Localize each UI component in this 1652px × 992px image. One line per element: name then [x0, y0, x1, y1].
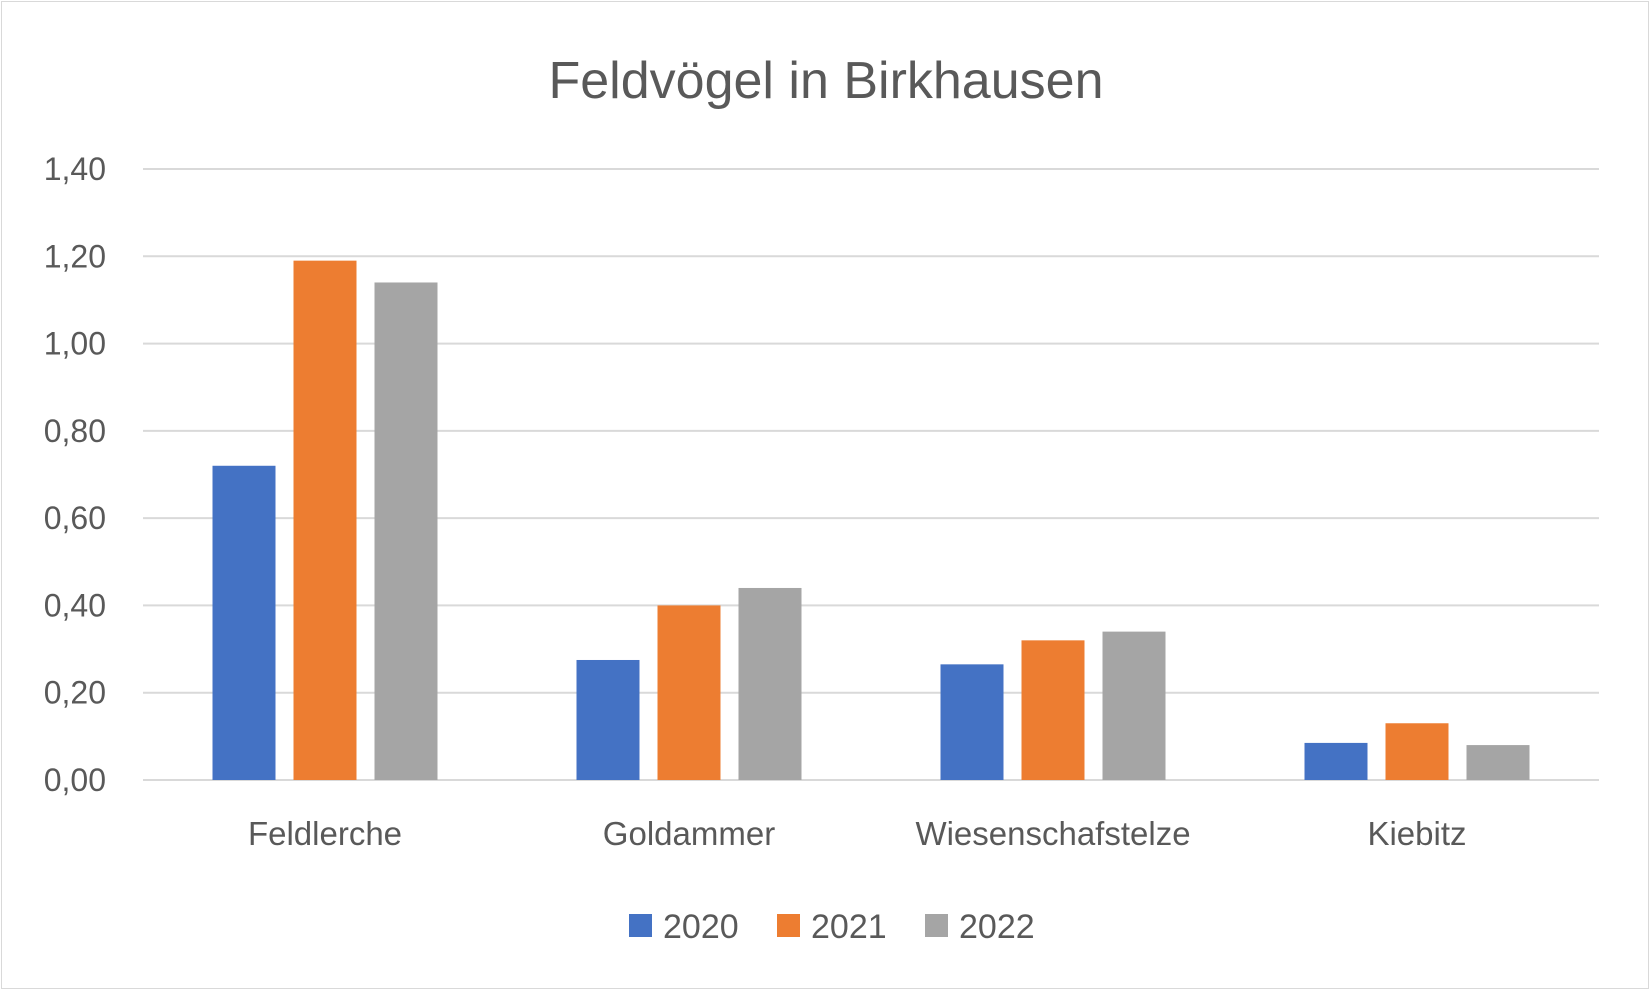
x-category-label: Goldammer	[603, 815, 775, 852]
legend-label-2022: 2022	[959, 908, 1035, 946]
bar-2021-goldammer	[657, 605, 721, 780]
legend-swatch-2021	[777, 914, 800, 937]
bars	[212, 260, 1530, 780]
y-tick-label: 0,40	[44, 587, 106, 623]
y-tick-label: 1,20	[44, 238, 106, 274]
bar-2020-feldlerche	[212, 465, 276, 780]
y-tick-label: 0,60	[44, 500, 106, 536]
bar-2021-feldlerche	[293, 260, 357, 780]
bar-2022-kiebitz	[1466, 745, 1530, 780]
x-category-label: Kiebitz	[1367, 815, 1466, 852]
x-category-label: Feldlerche	[248, 815, 402, 852]
bar-2020-kiebitz	[1304, 742, 1368, 780]
gridlines	[143, 168, 1599, 781]
legend-swatch-2020	[629, 914, 652, 937]
bar-2020-wiesenschafstelze	[940, 664, 1004, 780]
bar-2022-feldlerche	[374, 282, 438, 780]
legend: 2020 2021 2022	[629, 908, 1035, 946]
x-axis-category-labels: Feldlerche Goldammer Wiesenschafstelze Kieb…	[248, 815, 1467, 852]
legend-swatch-2022	[925, 914, 948, 937]
bar-2022-wiesenschafstelze	[1102, 631, 1166, 780]
chart-title: Feldvögel in Birkhausen	[549, 52, 1104, 110]
y-tick-label: 0,20	[44, 675, 106, 711]
y-tick-label: 0,80	[44, 413, 106, 449]
y-axis-tick-labels: 0,00 0,20 0,40 0,60 0,80 1,00 1,20 1,40	[44, 151, 106, 798]
bar-2022-goldammer	[738, 587, 802, 780]
y-tick-label: 0,00	[44, 762, 106, 798]
legend-label-2021: 2021	[811, 908, 887, 946]
bar-2021-wiesenschafstelze	[1021, 640, 1085, 780]
y-tick-label: 1,40	[44, 151, 106, 187]
x-category-label: Wiesenschafstelze	[915, 815, 1190, 852]
bar-2020-goldammer	[576, 659, 640, 780]
bar-2021-kiebitz	[1385, 723, 1449, 780]
y-tick-label: 1,00	[44, 326, 106, 362]
legend-label-2020: 2020	[663, 908, 739, 946]
